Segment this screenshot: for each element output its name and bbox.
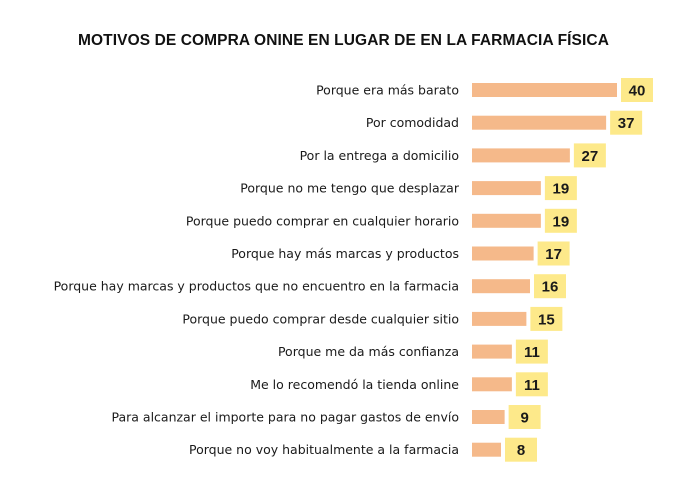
value-label: 11 <box>524 377 540 394</box>
category-label: Me lo recomendó la tienda online <box>250 377 459 392</box>
category-label: Porque hay marcas y productos que no enc… <box>54 279 459 294</box>
category-label: Porque puedo comprar desde cualquier sit… <box>182 311 459 326</box>
value-label: 8 <box>517 442 525 459</box>
bar <box>472 148 570 163</box>
value-label-background <box>515 339 548 364</box>
bar <box>472 213 541 228</box>
value-label: 9 <box>520 410 528 427</box>
category-label: Porque hay más marcas y productos <box>231 246 459 261</box>
category-label: Porque era más barato <box>316 83 459 98</box>
value-label: 19 <box>553 181 570 198</box>
category-label: Para alcanzar el importe para no pagar g… <box>112 410 460 425</box>
value-label-background <box>515 372 548 397</box>
value-label-background <box>530 306 563 331</box>
value-label: 40 <box>629 83 646 100</box>
value-label: 16 <box>542 279 559 296</box>
value-label: 19 <box>553 213 570 230</box>
bar <box>472 344 512 359</box>
value-label: 37 <box>618 115 635 132</box>
value-label-background <box>544 208 577 233</box>
bar <box>472 279 530 294</box>
value-label-background <box>621 78 653 102</box>
category-label: Por comodidad <box>366 115 459 130</box>
value-label: 15 <box>538 311 555 328</box>
value-label: 17 <box>545 246 562 263</box>
value-label-background <box>534 274 566 299</box>
value-label-background <box>505 437 537 462</box>
bar <box>472 410 505 424</box>
bar <box>472 311 527 326</box>
category-label: Por la entrega a domicilio <box>300 148 459 163</box>
category-label: Porque no voy habitualmente a la farmaci… <box>189 442 459 457</box>
chart-title: MOTIVOS DE COMPRA ONINE EN LUGAR DE EN L… <box>78 32 609 49</box>
category-label: Porque puedo comprar en cualquier horari… <box>186 213 459 228</box>
bar <box>472 83 617 97</box>
value-label-background <box>508 405 541 429</box>
category-label: Porque no me tengo que desplazar <box>240 181 460 196</box>
value-label: 11 <box>524 344 540 361</box>
value-label-background <box>537 241 570 266</box>
bar <box>472 246 534 261</box>
bar <box>472 377 512 392</box>
category-label: Porque me da más confianza <box>278 344 459 359</box>
bar <box>472 115 607 130</box>
value-label-background <box>610 110 643 135</box>
bar <box>472 442 501 457</box>
value-label-background <box>544 176 577 201</box>
bar <box>472 181 541 196</box>
value-label: 27 <box>582 148 599 165</box>
value-label-background <box>573 143 606 168</box>
